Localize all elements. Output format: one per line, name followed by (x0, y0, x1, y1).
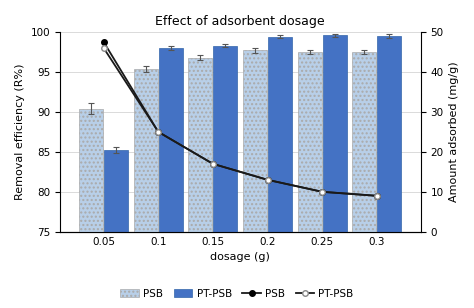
PSB (155, 130, 161, 134)
Bar (298, 52, 322, 308)
PSB (319, 190, 325, 194)
Bar (188, 58, 212, 308)
Bar (352, 52, 376, 308)
Bar (213, 46, 237, 308)
Y-axis label: Amount adsorbed (mg/g): Amount adsorbed (mg/g) (449, 62, 459, 202)
PT-PSB (155, 130, 161, 134)
PT-PSB (319, 190, 325, 194)
Bar (268, 37, 292, 308)
Bar (159, 48, 183, 308)
PSB (210, 162, 216, 166)
PSB (265, 178, 271, 182)
Y-axis label: Removal efficiency (R%): Removal efficiency (R%) (15, 64, 25, 200)
PT-PSB (101, 46, 107, 50)
PSB (374, 194, 380, 198)
PT-PSB (265, 178, 271, 182)
Line: PSB: PSB (101, 39, 380, 199)
Legend: PSB, PT-PSB, PSB, PT-PSB: PSB, PT-PSB, PSB, PT-PSB (116, 285, 358, 303)
PT-PSB (374, 194, 380, 198)
PT-PSB (210, 162, 216, 166)
PSB (101, 40, 107, 44)
Title: Effect of adsorbent dosage: Effect of adsorbent dosage (155, 15, 325, 28)
Bar (323, 35, 347, 308)
Bar (79, 109, 103, 308)
Bar (377, 36, 401, 308)
Bar (104, 150, 128, 308)
Line: PT-PSB: PT-PSB (101, 45, 380, 199)
Bar (134, 69, 158, 308)
Bar (243, 50, 267, 308)
X-axis label: dosage (g): dosage (g) (210, 252, 270, 262)
